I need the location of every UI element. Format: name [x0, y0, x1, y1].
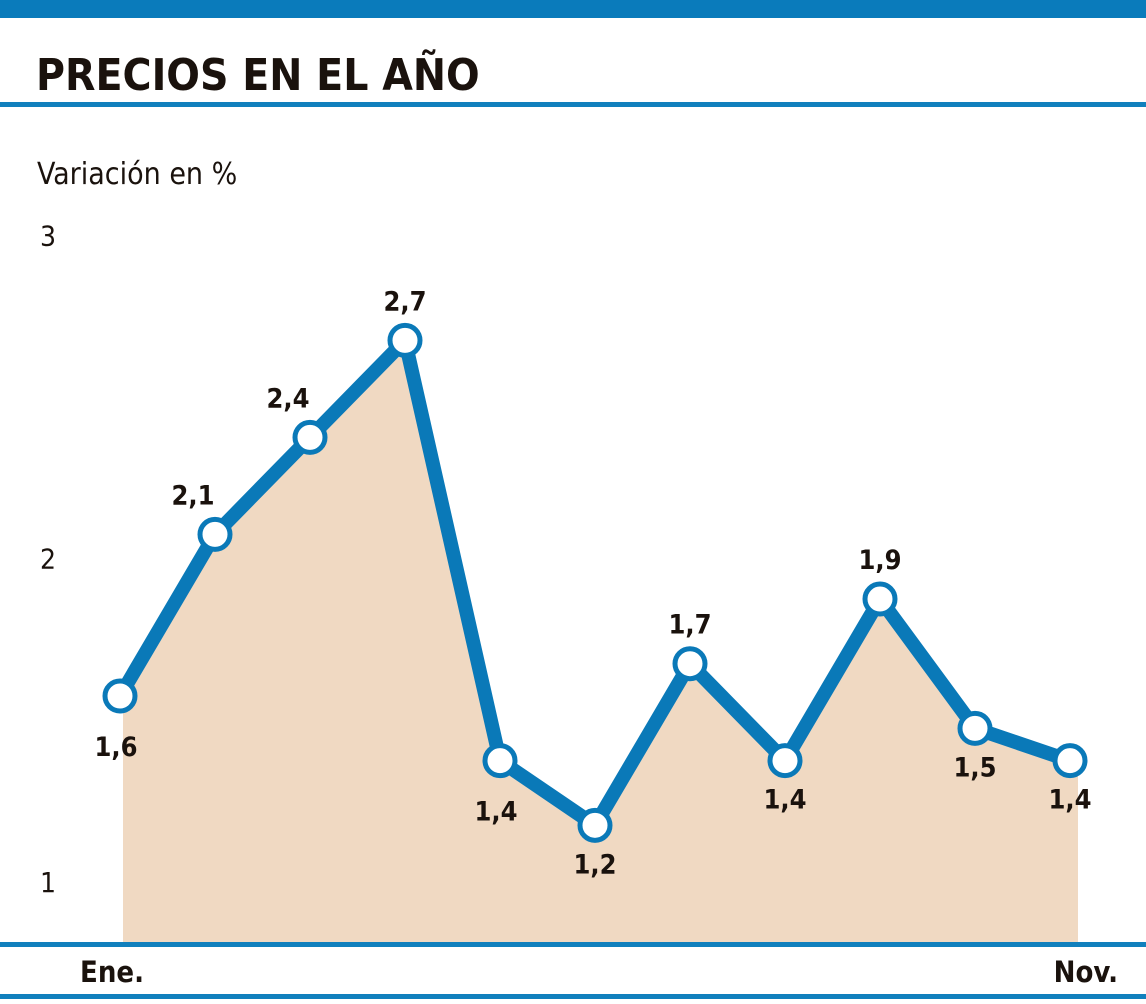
- data-point: [1052, 743, 1088, 779]
- data-label: 1,2: [573, 849, 616, 880]
- data-label: 1,6: [94, 732, 137, 763]
- x-tick-first: Ene.: [80, 955, 144, 989]
- data-point: [957, 710, 993, 746]
- area-fill: [120, 340, 1078, 942]
- data-point: [292, 419, 328, 455]
- y-tick-label: 1: [40, 866, 56, 899]
- data-point: [672, 646, 708, 682]
- data-point: [862, 581, 898, 617]
- data-label: 2,1: [171, 480, 214, 511]
- data-point: [482, 743, 518, 779]
- data-point: [197, 516, 233, 552]
- data-label: 1,9: [858, 545, 901, 576]
- data-point: [577, 807, 613, 843]
- data-label: 1,7: [668, 610, 711, 641]
- x-axis-rule: [0, 942, 1146, 947]
- title-rule: [0, 102, 1146, 107]
- chart-title: PRECIOS EN EL AÑO: [36, 48, 480, 101]
- data-label: 2,7: [383, 286, 426, 317]
- data-point: [767, 743, 803, 779]
- data-label: 1,4: [474, 797, 517, 828]
- x-tick-last: Nov.: [1054, 955, 1118, 989]
- data-point: [102, 678, 138, 714]
- data-label: 1,4: [763, 785, 806, 816]
- data-point: [387, 322, 423, 358]
- data-label: 1,5: [953, 752, 996, 783]
- bottom-rule: [0, 994, 1146, 999]
- data-label: 2,4: [266, 383, 309, 414]
- y-tick-label: 3: [40, 219, 56, 252]
- top-bar: [0, 0, 1146, 18]
- y-axis-label: Variación en %: [37, 157, 237, 192]
- data-label: 1,4: [1048, 785, 1091, 816]
- y-tick-label: 2: [40, 543, 56, 576]
